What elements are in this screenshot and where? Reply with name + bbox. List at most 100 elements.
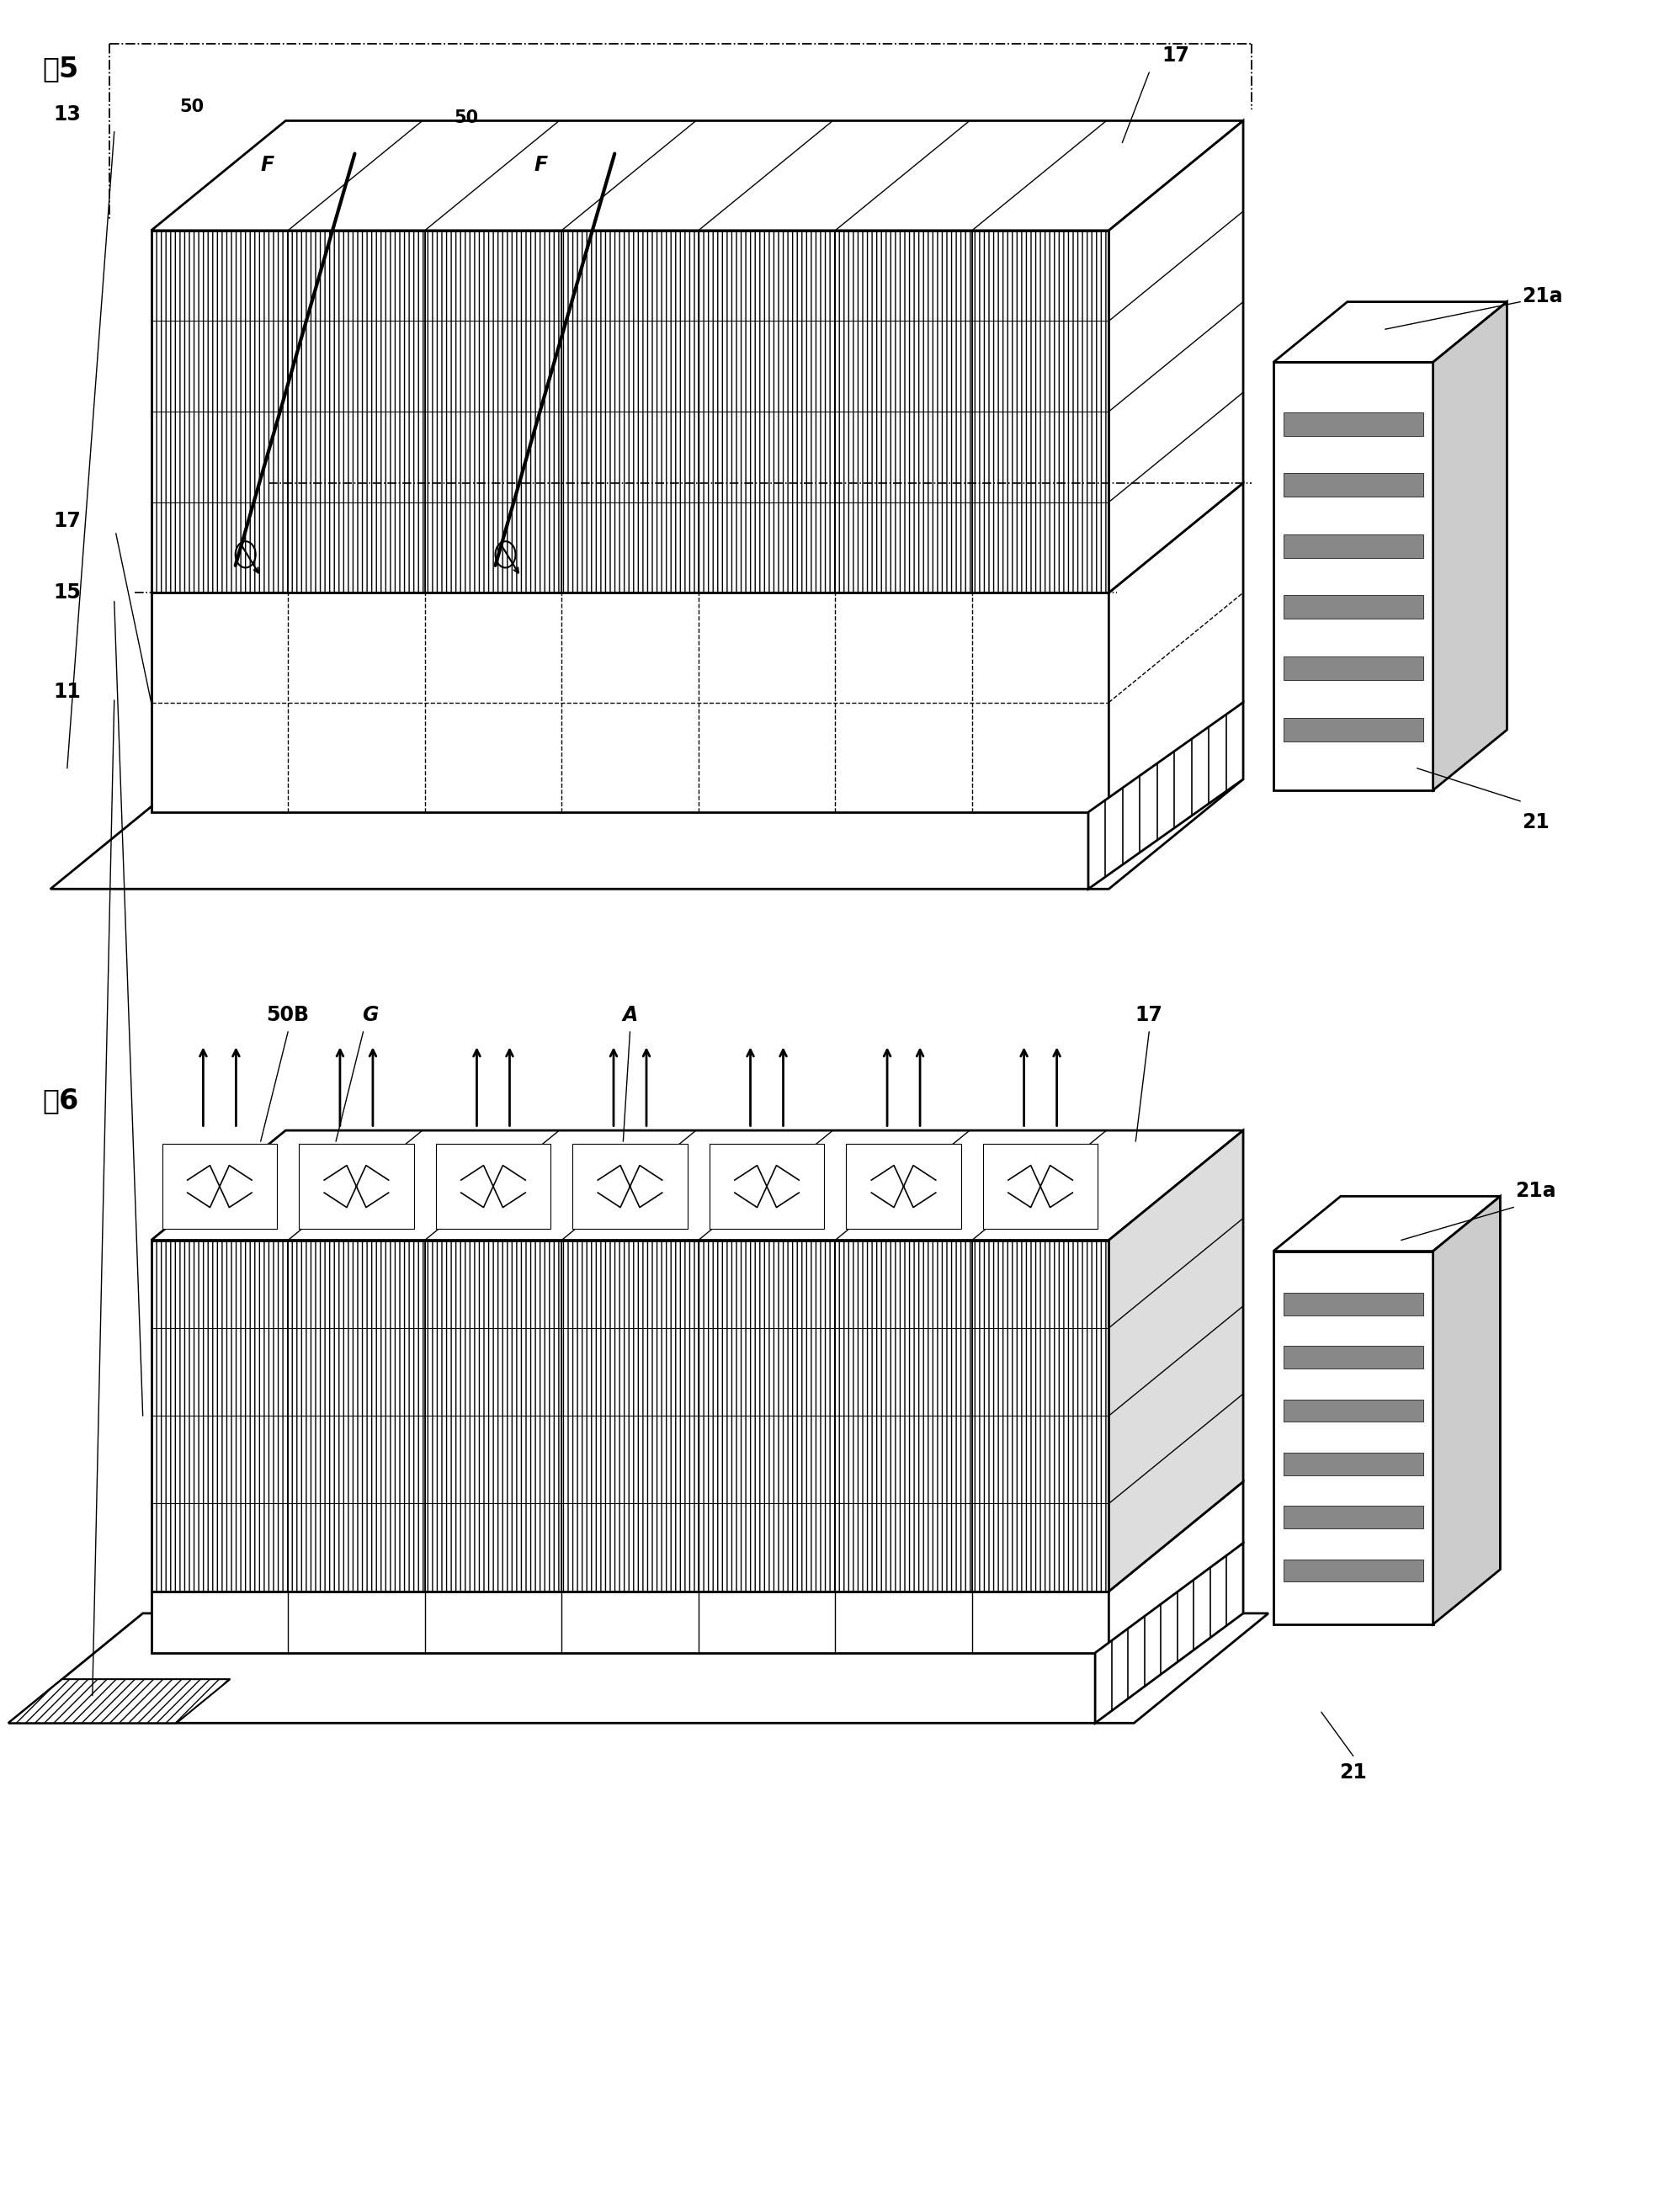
Polygon shape [1109,1482,1243,1653]
Text: F: F [260,154,274,176]
Text: 图6: 图6 [42,1087,79,1115]
Bar [151,230,1109,593]
Text: 50: 50 [180,99,205,114]
Bar [1284,1346,1423,1367]
Bar [151,503,287,593]
Bar [1284,533,1423,558]
Bar [287,1416,425,1504]
Text: 21a: 21a [1522,285,1562,307]
Bar [151,1328,287,1416]
Bar [287,230,425,320]
Bar [425,1504,561,1591]
Polygon shape [8,1613,1268,1723]
Bar [973,1240,1109,1328]
Bar [835,1504,973,1591]
Bar [983,1144,1097,1229]
Bar [973,1328,1109,1416]
Bar [561,1328,699,1416]
Text: 17: 17 [1163,46,1189,66]
Bar [561,320,699,413]
Bar [847,1144,961,1229]
Bar [425,230,561,320]
Bar [835,1416,973,1504]
Bar [561,230,699,320]
Bar [299,1144,413,1229]
Bar [1284,718,1423,742]
Bar [561,1504,699,1591]
Bar [699,413,835,503]
Bar [699,1328,835,1416]
Bar [425,320,561,413]
Bar [287,413,425,503]
Bar [435,1144,551,1229]
Bar [561,503,699,593]
Text: 17: 17 [54,511,81,531]
Text: 13: 13 [54,105,81,125]
Bar [1284,1506,1423,1528]
Bar [973,230,1109,320]
Polygon shape [1433,303,1507,790]
Bar [835,1328,973,1416]
Bar [1284,1400,1423,1422]
Bar [287,503,425,593]
Bar [835,503,973,593]
Bar [151,593,1109,812]
Polygon shape [50,779,1243,889]
Bar [709,1144,825,1229]
Bar [699,1240,835,1328]
Bar [699,230,835,320]
Bar [1284,474,1423,496]
Bar [835,1240,973,1328]
Bar [151,230,287,320]
Bar [1273,362,1433,790]
Bar [151,1591,1109,1653]
Bar [425,503,561,593]
Polygon shape [1433,1196,1500,1624]
Bar [287,1328,425,1416]
Polygon shape [151,121,1243,230]
Bar [425,1328,561,1416]
Bar [425,1416,561,1504]
Polygon shape [1109,1130,1243,1591]
Bar [287,1504,425,1591]
Bar [973,1416,1109,1504]
Bar [561,413,699,503]
Bar [151,1240,287,1328]
Text: 17: 17 [1136,1005,1163,1025]
Polygon shape [1089,702,1243,889]
Bar [699,1416,835,1504]
Text: 50B: 50B [267,1005,309,1025]
Bar [1284,656,1423,680]
Text: 21: 21 [1339,1763,1368,1782]
Bar [699,503,835,593]
Bar [561,1240,699,1328]
Bar [1284,1558,1423,1583]
Polygon shape [1109,483,1243,812]
Bar [1284,595,1423,619]
Polygon shape [1095,1543,1243,1723]
Text: 图5: 图5 [42,55,79,83]
Bar [151,1240,1109,1591]
Bar [973,320,1109,413]
Bar [1273,1251,1433,1624]
Polygon shape [1273,303,1507,362]
Bar [1284,1293,1423,1315]
Bar [835,230,973,320]
Text: G: G [361,1005,378,1025]
Text: F: F [534,154,548,176]
Polygon shape [1109,121,1243,593]
Bar [973,503,1109,593]
Polygon shape [1273,1196,1500,1251]
Bar [835,413,973,503]
Bar [163,1144,277,1229]
Text: 21: 21 [1522,812,1549,832]
Bar [835,320,973,413]
Bar [151,413,287,503]
Bar [699,320,835,413]
Text: A: A [622,1005,638,1025]
Bar [973,413,1109,503]
Text: 21a: 21a [1515,1181,1556,1201]
Bar [1284,413,1423,435]
Text: 50: 50 [454,110,479,125]
Bar [151,320,287,413]
